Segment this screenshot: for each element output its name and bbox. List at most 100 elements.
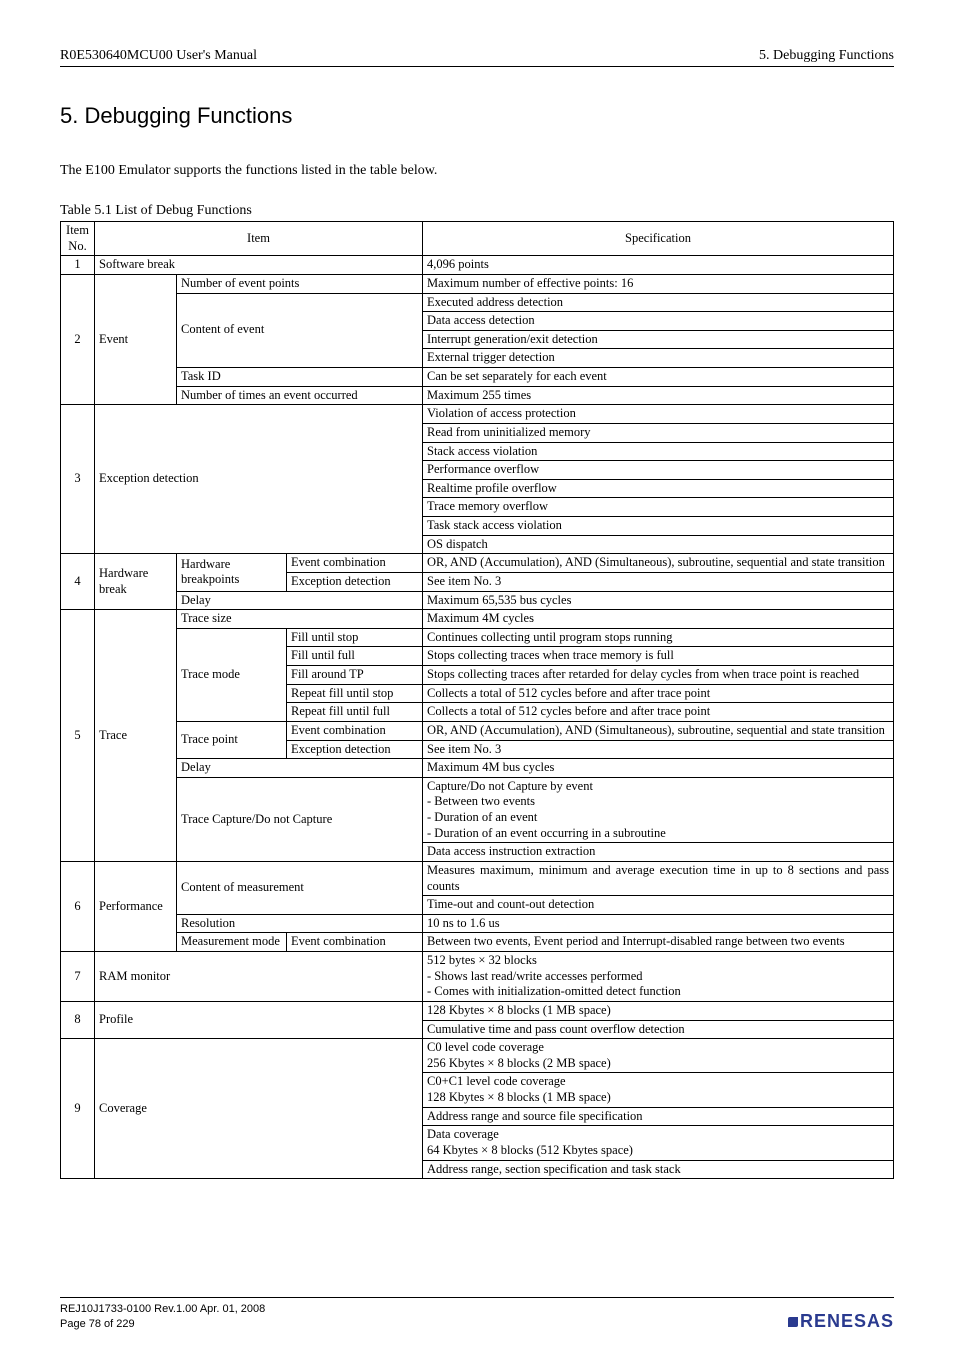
header-right: 5. Debugging Functions [759,48,894,64]
cell-spec: 4,096 points [423,256,894,275]
table-row: Delay Maximum 4M bus cycles [61,759,894,778]
chapter-title: 5. Debugging Functions [60,103,894,129]
cell-no: 3 [61,405,95,554]
table-row: 3 Exception detection Violation of acces… [61,405,894,424]
cell-sub: Trace mode [177,628,287,721]
cell-sub2: Fill until stop [287,628,423,647]
cell-sub: Trace size [177,610,423,629]
cell-spec: 512 bytes × 32 blocks - Shows last read/… [423,952,894,1002]
cell-spec: Maximum 4M cycles [423,610,894,629]
table-row: Resolution 10 ns to 1.6 us [61,914,894,933]
cell-spec: Collects a total of 512 cycles before an… [423,703,894,722]
cell-spec: Continues collecting until program stops… [423,628,894,647]
table-row: Content of event Executed address detect… [61,293,894,312]
cell-no: 4 [61,554,95,610]
cell-no: 2 [61,274,95,404]
renesas-logo: RENESAS [788,1311,894,1332]
th-no: Item No. [61,222,95,256]
page-header: R0E530640MCU00 User's Manual 5. Debuggin… [60,48,894,67]
table-row: Trace mode Fill until stop Continues col… [61,628,894,647]
cell-no: 8 [61,1001,95,1038]
table-row: 2 Event Number of event points Maximum n… [61,274,894,293]
cell-spec: Data access detection [423,312,894,331]
cell-spec: Stops collecting traces after retarded f… [423,666,894,685]
cell-item: Exception detection [95,405,423,554]
cell-no: 6 [61,861,95,951]
cell-sub: Content of event [177,293,423,368]
footer-line2: Page 78 of 229 [60,1317,265,1332]
cell-spec: Cumulative time and pass count overflow … [423,1020,894,1039]
table-row: 8 Profile 128 Kbytes × 8 blocks (1 MB sp… [61,1001,894,1020]
cell-item: Software break [95,256,423,275]
cell-spec: Interrupt generation/exit detection [423,330,894,349]
cell-no: 1 [61,256,95,275]
cell-spec: 10 ns to 1.6 us [423,914,894,933]
cell-sub: Delay [177,759,423,778]
cell-item: Performance [95,861,177,951]
cell-sub2: Exception detection [287,740,423,759]
cell-spec: Data coverage 64 Kbytes × 8 blocks (512 … [423,1126,894,1160]
th-spec: Specification [423,222,894,256]
cell-spec: Performance overflow [423,461,894,480]
cell-item: Hardware break [95,554,177,610]
table-row: 5 Trace Trace size Maximum 4M cycles [61,610,894,629]
cell-sub: Hardware breakpoints [177,554,287,591]
cell-spec: Capture/Do not Capture by event - Betwee… [423,777,894,843]
cell-sub: Resolution [177,914,423,933]
cell-spec: Trace memory overflow [423,498,894,517]
cell-spec: Task stack access violation [423,517,894,536]
cell-item: Profile [95,1001,423,1038]
table-row: Number of times an event occurred Maximu… [61,386,894,405]
cell-no: 5 [61,610,95,862]
cell-no: 9 [61,1039,95,1179]
cell-sub: Delay [177,591,423,610]
cell-sub2: Fill around TP [287,666,423,685]
page-footer: REJ10J1733-0100 Rev.1.00 Apr. 01, 2008 P… [60,1297,894,1332]
footer-line1: REJ10J1733-0100 Rev.1.00 Apr. 01, 2008 [60,1302,265,1317]
cell-spec: Maximum 255 times [423,386,894,405]
cell-spec: OS dispatch [423,535,894,554]
cell-spec: Read from uninitialized memory [423,423,894,442]
cell-spec: Address range, section specification and… [423,1160,894,1179]
table-row: Delay Maximum 65,535 bus cycles [61,591,894,610]
cell-spec: Address range and source file specificat… [423,1107,894,1126]
cell-sub: Task ID [177,368,423,387]
table-row: 4 Hardware break Hardware breakpoints Ev… [61,554,894,573]
cell-sub: Content of measurement [177,861,423,914]
intro-text: The E100 Emulator supports the functions… [60,163,894,179]
table-row: 7 RAM monitor 512 bytes × 32 blocks - Sh… [61,952,894,1002]
cell-spec: Between two events, Event period and Int… [423,933,894,952]
cell-spec: C0+C1 level code coverage 128 Kbytes × 8… [423,1073,894,1107]
cell-sub2: Repeat fill until stop [287,684,423,703]
cell-spec: 128 Kbytes × 8 blocks (1 MB space) [423,1001,894,1020]
cell-spec: Time-out and count-out detection [423,896,894,915]
cell-sub2: Event combination [287,933,423,952]
cell-spec: Executed address detection [423,293,894,312]
cell-spec: Stops collecting traces when trace memor… [423,647,894,666]
cell-spec: OR, AND (Accumulation), AND (Simultaneou… [423,721,894,740]
cell-spec: Violation of access protection [423,405,894,424]
th-item: Item [95,222,423,256]
cell-item: Coverage [95,1039,423,1179]
cell-spec: Maximum number of effective points: 16 [423,274,894,293]
cell-spec: Maximum 65,535 bus cycles [423,591,894,610]
cell-sub: Number of event points [177,274,423,293]
header-left: R0E530640MCU00 User's Manual [60,48,257,64]
cell-spec: Collects a total of 512 cycles before an… [423,684,894,703]
cell-spec: See item No. 3 [423,572,894,591]
table-row: Trace point Event combination OR, AND (A… [61,721,894,740]
cell-spec: External trigger detection [423,349,894,368]
cell-sub: Trace Capture/Do not Capture [177,777,423,861]
table-head-row: Item No. Item Specification [61,222,894,256]
debug-functions-table: Item No. Item Specification 1 Software b… [60,221,894,1179]
cell-spec: Realtime profile overflow [423,479,894,498]
table-row: 9 Coverage C0 level code coverage 256 Kb… [61,1039,894,1073]
cell-spec: Maximum 4M bus cycles [423,759,894,778]
cell-item: Trace [95,610,177,862]
cell-sub2: Exception detection [287,572,423,591]
table-row: Task ID Can be set separately for each e… [61,368,894,387]
table-caption: Table 5.1 List of Debug Functions [60,203,894,219]
footer-divider [60,1297,894,1298]
cell-spec: Measures maximum, minimum and average ex… [423,861,894,895]
cell-item: RAM monitor [95,952,423,1002]
